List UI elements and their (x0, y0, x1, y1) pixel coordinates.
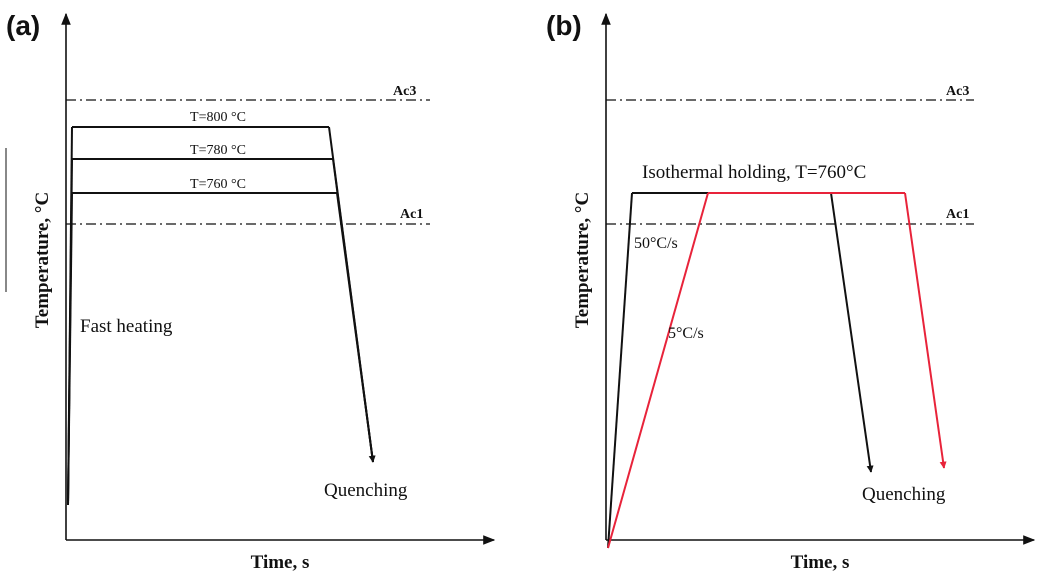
panel-b: (b) Temperature, °C Time, s Ac3 Ac1 Isot… (546, 10, 1036, 573)
panel-b-quench-note: Quenching (862, 484, 946, 505)
panel-a-quench-line-760 (336, 192, 374, 463)
panel-a-y-title: Temperature, °C (32, 192, 53, 328)
panel-a-heating-note: Fast heating (80, 316, 173, 337)
panel-b-fast-heating-line (607, 192, 633, 549)
panel-a: (a) Temperature, °C Time, s Ac3 Ac1 T=80… (5, 10, 496, 573)
panel-b-hold-note: Isothermal holding, T=760°C (642, 162, 866, 183)
panel-b-slow-quench-arrow (904, 192, 947, 469)
panel-a-quench-note: Quenching (324, 480, 408, 501)
panel-a-level-label-800: T=800 °C (190, 110, 246, 125)
panel-a-x-title: Time, s (251, 552, 310, 573)
panel-b-fast-quench-arrow (830, 192, 874, 473)
panel-a-label: (a) (6, 10, 40, 41)
panel-a-level-label-780: T=780 °C (190, 143, 246, 158)
panel-a-level-label-760: T=760 °C (190, 177, 246, 192)
panel-b-rate-slow-label: 5°C/s (668, 325, 704, 342)
panel-b-rate-fast-label: 50°C/s (634, 235, 678, 252)
panel-a-heating-ramp-760 (67, 192, 73, 506)
panel-b-ac3-label: Ac3 (946, 84, 969, 99)
panel-a-ac1-label: Ac1 (400, 207, 423, 222)
panel-b-label: (b) (546, 10, 582, 41)
panel-b-y-title: Temperature, °C (572, 192, 593, 328)
panel-b-slow-heating-line (607, 192, 709, 549)
panel-b-x-title: Time, s (791, 552, 850, 573)
panel-a-ac3-label: Ac3 (393, 84, 416, 99)
panel-b-ac1-label: Ac1 (946, 207, 969, 222)
